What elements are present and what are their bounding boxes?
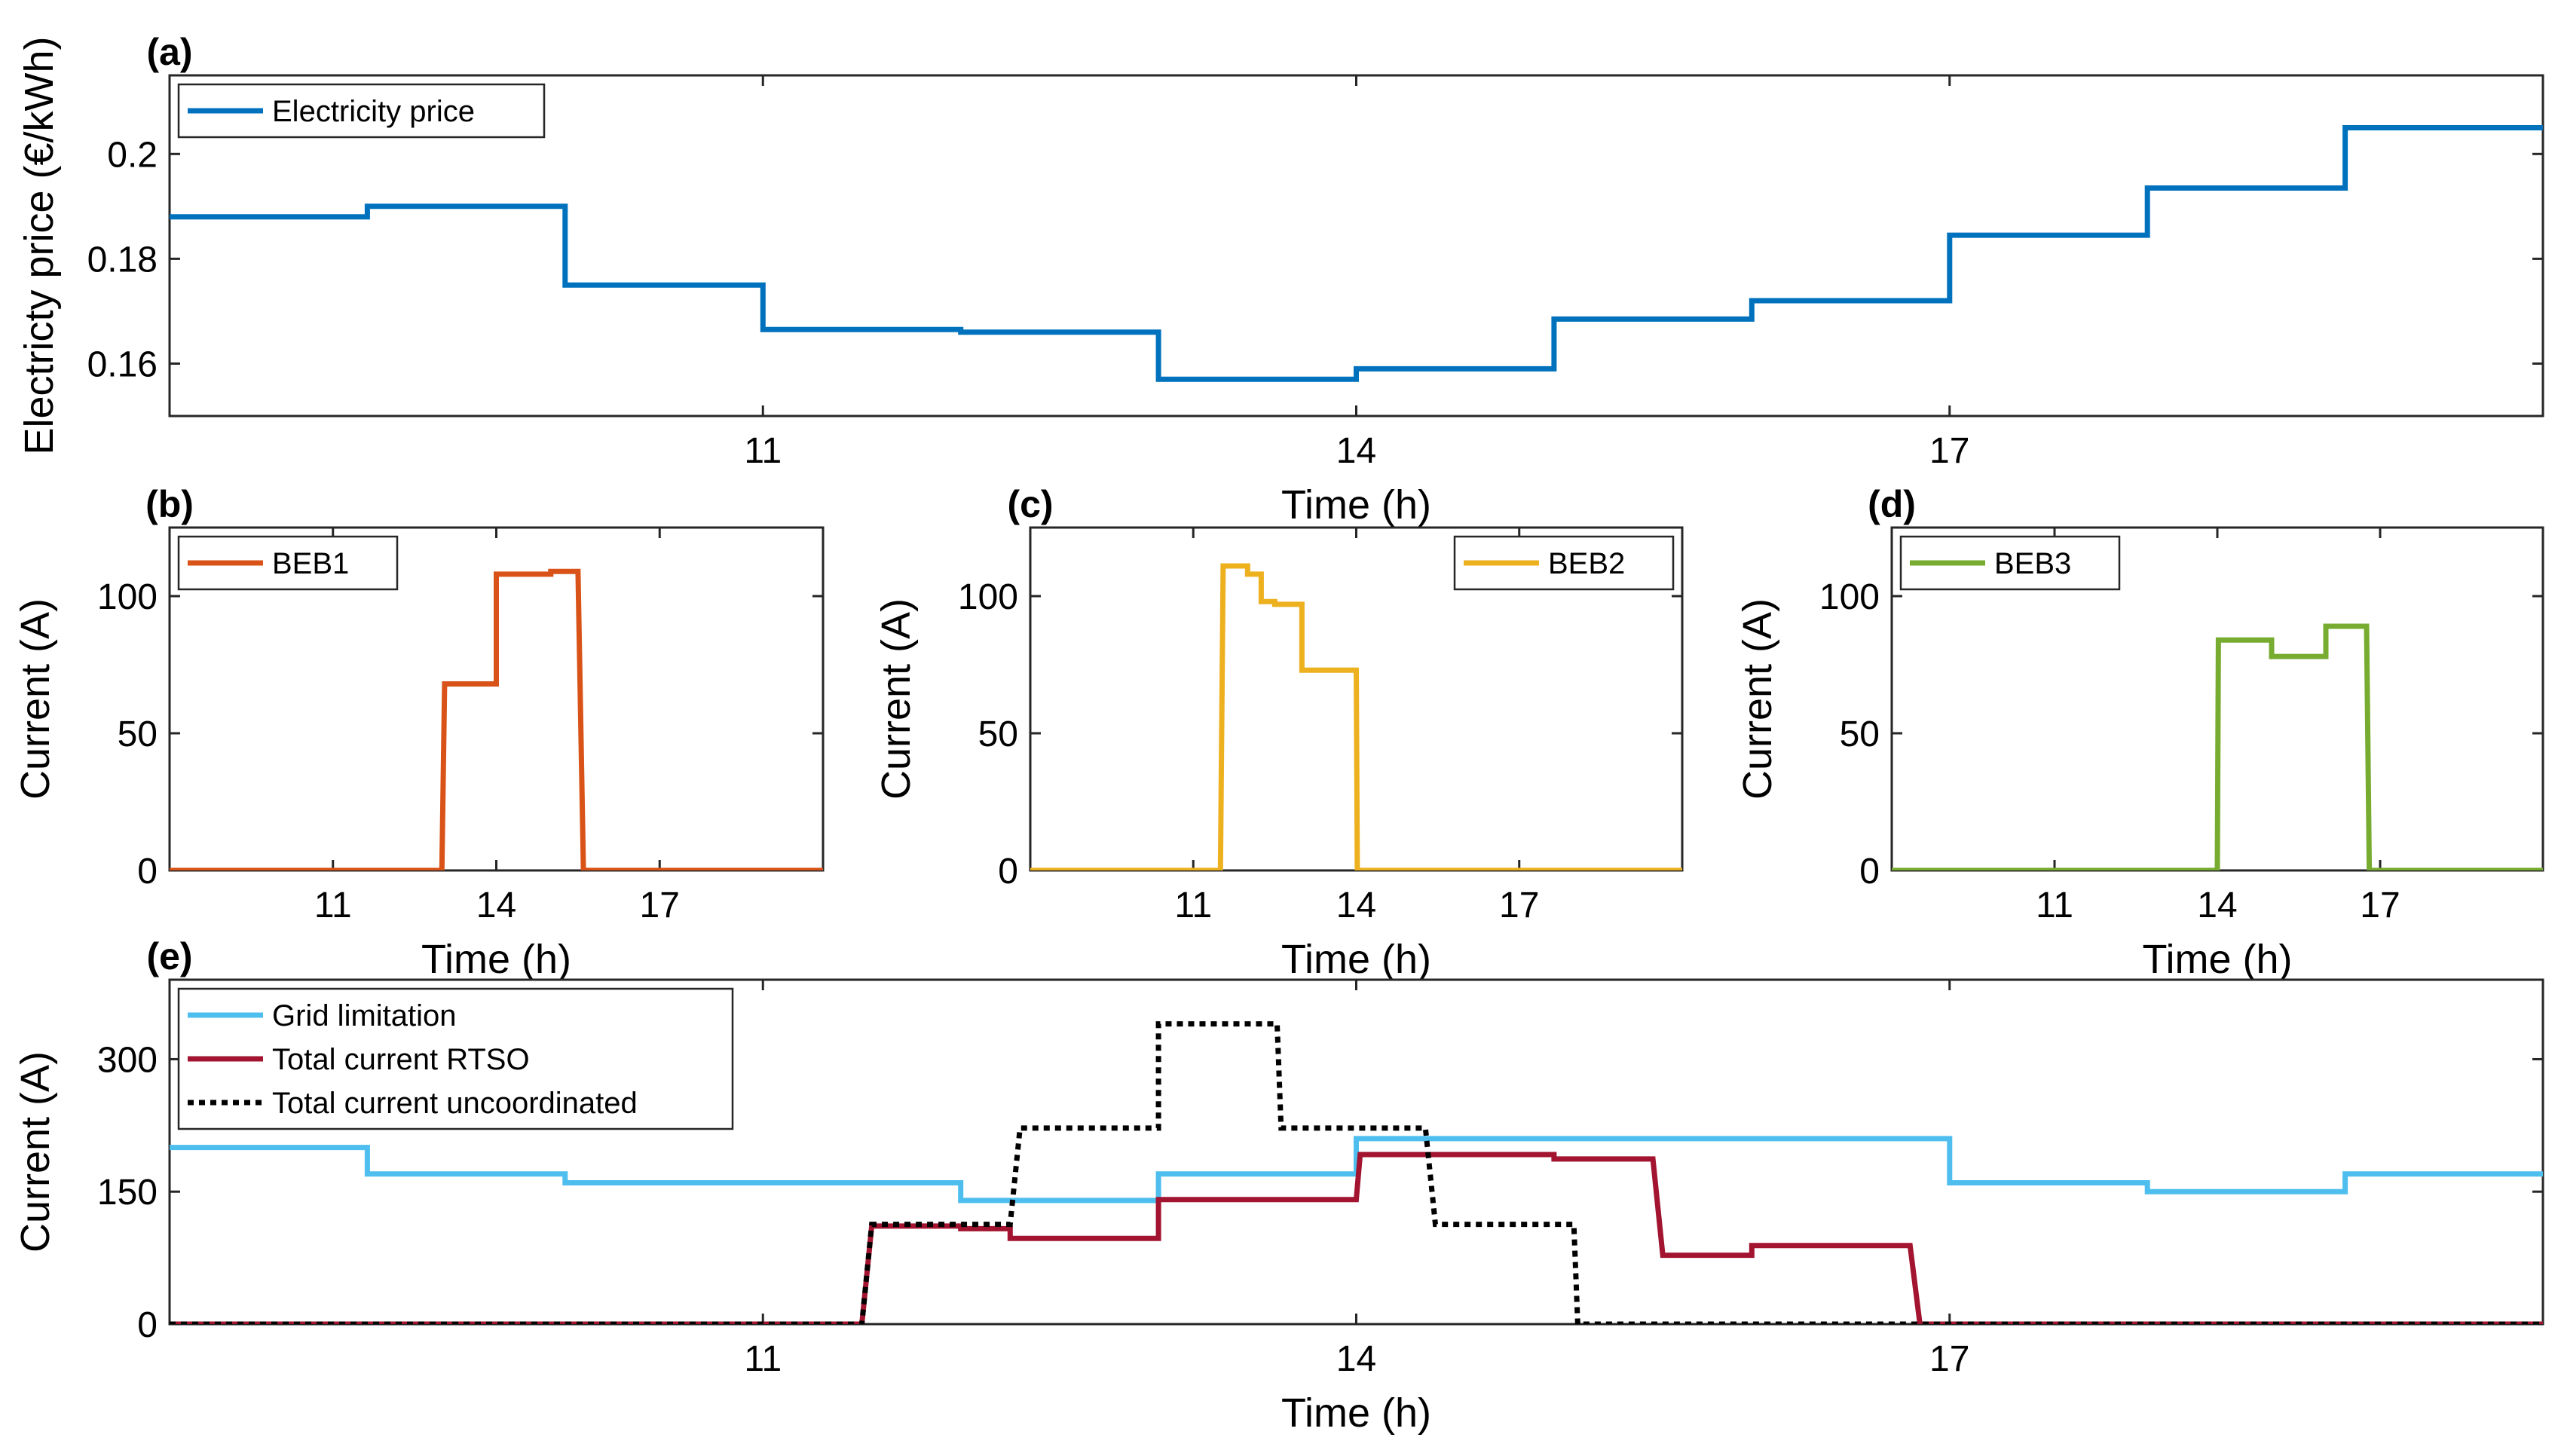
panel-d-ytick-label: 50 — [1840, 714, 1880, 754]
panel-c-legend: BEB2 — [1453, 535, 1675, 591]
panel-c-xtick-label: 17 — [1499, 886, 1539, 925]
panel-b-series-beb1 — [170, 568, 823, 870]
panel-d: 11 14 17 0 50 100 BEB3 (d) Time (h) Current (A) — [1735, 483, 2544, 982]
panel-d-ylabel: Current (A) — [1735, 598, 1780, 800]
panel-c-legend-label: BEB2 — [1548, 547, 1625, 580]
panel-d-series-beb3 — [1892, 623, 2543, 870]
panel-b: 11 14 17 0 50 100 BEB1 (b) Time (h) Current (A) — [13, 483, 825, 982]
panel-e-xlabel: Time (h) — [1281, 1390, 1431, 1436]
panel-c-ytick-label: 50 — [978, 714, 1018, 754]
panel-b-xlabel: Time (h) — [421, 937, 571, 982]
panel-c-series-beb2 — [1030, 563, 1682, 870]
panel-e-legend-label: Total current RTSO — [272, 1043, 530, 1076]
panel-d-xtick-label: 17 — [2360, 886, 2400, 925]
panel-e-series-total-current-rtso — [170, 1152, 2543, 1324]
panel-e-ytick-label: 300 — [97, 1040, 158, 1080]
panel-a-series-electricity-price — [170, 125, 2543, 382]
panel-e: 11 14 17 0 150 300 Grid limitation Total curren… — [13, 935, 2544, 1436]
panel-d-legend-label: BEB3 — [1994, 547, 2071, 580]
panel-a-legend-label: Electricity price — [272, 95, 475, 128]
panel-d-ytick-label: 0 — [1859, 852, 1880, 892]
panel-d-ytick-label: 100 — [1819, 577, 1880, 617]
panel-e-legend-box — [177, 987, 734, 1130]
panel-e-ylabel: Current (A) — [13, 1051, 58, 1253]
panel-a-label: (a) — [146, 31, 192, 73]
panel-c-xtick-label: 14 — [1336, 886, 1376, 925]
panel-b-xtick-label: 17 — [640, 886, 680, 925]
panel-c-ylabel: Current (A) — [874, 598, 919, 800]
panel-a-ylabel: Electricty price (€/kWh) — [17, 36, 62, 454]
panel-e-label: (e) — [146, 935, 192, 977]
panel-c-label: (c) — [1007, 483, 1053, 525]
panel-b-xtick-label: 11 — [314, 886, 352, 925]
panel-c-ytick-label: 100 — [958, 577, 1018, 617]
panel-a-ytick-label: 0.18 — [87, 240, 158, 280]
panel-e-ytick-label: 0 — [137, 1305, 158, 1345]
panel-a-ytick-label: 0.16 — [87, 344, 158, 384]
panel-b-ytick-label: 0 — [137, 852, 158, 892]
panel-c: 11 14 17 0 50 100 BEB2 (c) Time (h) Current (A) — [874, 483, 1684, 982]
panel-e-legend: Grid limitation Total current RTSO Total c… — [177, 987, 734, 1130]
panel-b-xtick-label: 14 — [476, 886, 516, 925]
panel-e-ytick-label: 150 — [97, 1173, 158, 1213]
panel-e-legend-label: Total current uncoordinated — [272, 1087, 638, 1120]
panel-b-legend: BEB1 — [177, 535, 399, 591]
panel-d-xtick-label: 14 — [2197, 886, 2237, 925]
panel-b-legend-label: BEB1 — [272, 547, 349, 580]
panel-d-legend: BEB3 — [1899, 535, 2121, 591]
panel-b-ylabel: Current (A) — [13, 598, 58, 800]
panel-c-xtick-label: 11 — [1174, 886, 1212, 925]
panel-a-ytick-label: 0.2 — [107, 135, 158, 175]
panel-a-legend: Electricity price — [177, 83, 546, 139]
panel-a: 11 14 17 0.16 0.18 0.2 Electricity price (a) Tim… — [17, 31, 2544, 528]
panel-d-label: (d) — [1868, 483, 1916, 525]
panel-e-xtick-label: 17 — [1929, 1339, 1969, 1379]
panel-e-xtick-label: 14 — [1336, 1339, 1376, 1379]
panel-e-series-grid-limitation — [170, 1136, 2543, 1204]
panel-b-label: (b) — [145, 483, 194, 525]
panel-e-series-total-current-uncoordinated — [170, 1021, 2543, 1324]
panel-b-ytick-label: 50 — [118, 714, 158, 754]
panel-c-ytick-label: 0 — [998, 852, 1018, 892]
panel-a-xtick-label: 11 — [744, 431, 782, 471]
panel-d-xlabel: Time (h) — [2143, 937, 2293, 982]
panel-a-xlabel: Time (h) — [1281, 482, 1431, 528]
panel-e-legend-label: Grid limitation — [272, 999, 457, 1032]
panel-a-xtick-label: 17 — [1929, 431, 1969, 471]
panel-c-xlabel: Time (h) — [1281, 937, 1431, 982]
panel-e-xtick-label: 11 — [744, 1339, 782, 1379]
panel-d-xtick-label: 11 — [2036, 886, 2073, 925]
panel-a-xtick-label: 14 — [1336, 431, 1376, 471]
panel-b-ytick-label: 100 — [97, 577, 158, 617]
